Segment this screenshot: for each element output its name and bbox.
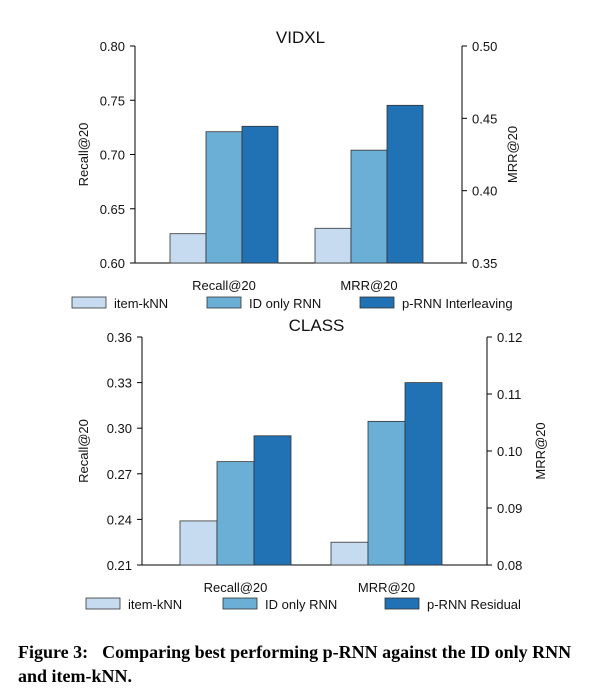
chart2-bar-item-knn-1 bbox=[330, 541, 369, 566]
chart2-left-tick-label: 0.27 bbox=[107, 467, 132, 482]
chart2-bar-p-rnn-residual-1 bbox=[404, 382, 443, 566]
chart2-legend-label: item-kNN bbox=[128, 597, 182, 612]
chart2-bar-p-rnn-residual-0 bbox=[253, 435, 292, 566]
chart1-legend-swatch bbox=[206, 296, 242, 309]
chart1-left-tick-label: 0.65 bbox=[100, 202, 125, 217]
chart2-left-tick-label: 0.21 bbox=[107, 558, 132, 573]
chart2-bar-id-only-rnn-0 bbox=[216, 461, 255, 566]
chart2-left-tick-label: 0.24 bbox=[107, 512, 132, 527]
chart1-ylabel: Recall@20 bbox=[76, 123, 91, 187]
chart1-left-tick-label: 0.70 bbox=[100, 148, 125, 163]
chart2-right-tick-label: 0.09 bbox=[497, 501, 522, 516]
chart1-left-tick-label: 0.80 bbox=[100, 39, 125, 54]
chart2-legend-label: p-RNN Residual bbox=[427, 597, 521, 612]
chart1-legend-label: ID only RNN bbox=[249, 296, 321, 311]
chart1-bar-id-only-rnn-1 bbox=[350, 149, 388, 264]
chart1-right-tick-label: 0.45 bbox=[472, 111, 497, 126]
chart1-bar-p-rnn-interleaving-1 bbox=[386, 104, 424, 264]
chart2-right-tick-label: 0.10 bbox=[497, 444, 522, 459]
chart2-legend-swatch bbox=[85, 597, 121, 610]
chart2-bar-id-only-rnn-1 bbox=[367, 420, 406, 566]
chart2-legend-swatch bbox=[384, 597, 420, 610]
chart1-category-label: MRR@20 bbox=[340, 278, 397, 293]
chart1-right-tick-label: 0.35 bbox=[472, 256, 497, 271]
chart2-ylabel-right: MRR@20 bbox=[533, 422, 548, 479]
chart1-left-tick-label: 0.75 bbox=[100, 93, 125, 108]
caption-label: Figure 3: bbox=[18, 642, 89, 662]
chart1-right-tick-label: 0.40 bbox=[472, 184, 497, 199]
caption-text: Comparing best performing p-RNN against … bbox=[18, 642, 572, 686]
chart2-category-label: MRR@20 bbox=[358, 580, 415, 595]
chart1-title: VIDXL bbox=[276, 28, 325, 47]
chart1-legend-label: item-kNN bbox=[114, 296, 168, 311]
chart1-legend-swatch bbox=[71, 296, 107, 309]
chart2-category-label: Recall@20 bbox=[204, 580, 268, 595]
chart2-left-tick-label: 0.33 bbox=[107, 376, 132, 391]
chart1-left-tick-label: 0.60 bbox=[100, 256, 125, 271]
chart2-title: CLASS bbox=[289, 316, 345, 335]
figure: VIDXL 0.60 0.65 0.70 0.75 0.80 0.35 0.40 0.45 0.5… bbox=[71, 28, 548, 612]
figure-caption: Figure 3: Comparing best performing p-RNN… bbox=[18, 640, 578, 688]
chart2-right-tick-label: 0.11 bbox=[497, 387, 521, 402]
chart1-right-tick-label: 0.50 bbox=[472, 39, 497, 54]
chart2-left-tick-label: 0.36 bbox=[107, 330, 132, 345]
chart2-legend-label: ID only RNN bbox=[265, 597, 337, 612]
chart1-bar-p-rnn-interleaving-0 bbox=[241, 125, 279, 264]
chart1-ylabel-right: MRR@20 bbox=[505, 126, 520, 183]
chart2-right-tick-label: 0.08 bbox=[497, 558, 522, 573]
chart2-ylabel: Recall@20 bbox=[76, 419, 91, 483]
chart1-bar-item-knn-0 bbox=[169, 233, 207, 264]
chart1-bar-id-only-rnn-0 bbox=[205, 131, 243, 264]
chart1-legend-swatch bbox=[359, 296, 395, 309]
chart2-right-tick-label: 0.12 bbox=[497, 330, 522, 345]
chart1-legend-label: p-RNN Interleaving bbox=[402, 296, 513, 311]
chart2-left-tick-label: 0.30 bbox=[107, 421, 132, 436]
chart1-bar-item-knn-1 bbox=[314, 227, 352, 264]
chart1-category-label: Recall@20 bbox=[192, 278, 256, 293]
chart2-bar-item-knn-0 bbox=[179, 520, 218, 566]
chart2-legend-swatch bbox=[222, 597, 258, 610]
